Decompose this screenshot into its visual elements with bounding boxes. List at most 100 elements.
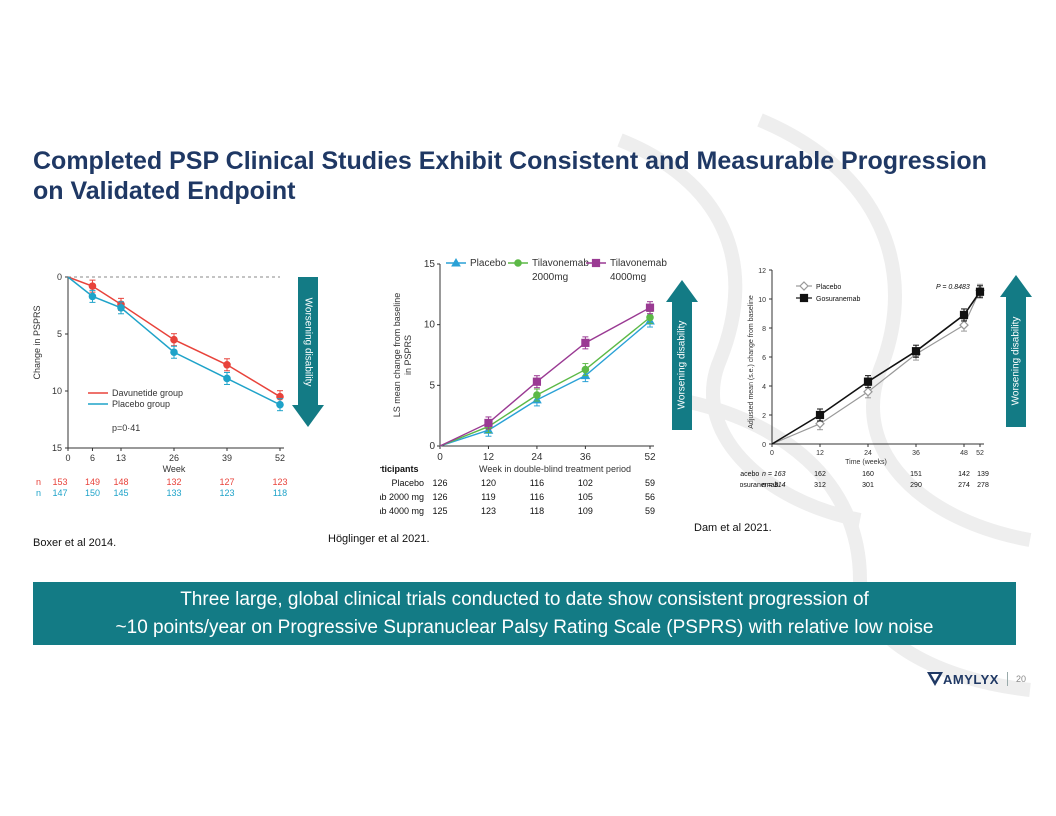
legend-label: Placebo [470, 258, 507, 269]
y-tick-label: 12 [758, 268, 766, 275]
background-ornament [617, 113, 1032, 697]
data-point [975, 287, 985, 296]
data-point [959, 320, 969, 330]
legend-marker [514, 259, 522, 267]
data-point [645, 303, 655, 312]
participants-value: 119 [481, 492, 495, 502]
data-point [484, 418, 493, 428]
series-line-0 [771, 290, 981, 445]
x-tick-label: 36 [580, 452, 592, 463]
series-line-0 [67, 276, 281, 398]
arrow-head-icon [292, 405, 324, 427]
legend-marker [451, 257, 461, 267]
participants-value: 116 [530, 478, 544, 488]
participants-value: 59 [645, 478, 655, 488]
data-point [117, 303, 125, 312]
data-point [815, 418, 825, 429]
arrow-shaft [298, 277, 318, 407]
series-line-0 [439, 320, 651, 447]
x-tick-label: 6 [90, 453, 95, 463]
n-value: 312 [814, 482, 826, 489]
data-point [223, 360, 231, 369]
n-value: 142 [958, 471, 970, 478]
x-tick-label: 26 [169, 453, 179, 463]
amylyx-logo-icon [927, 672, 943, 686]
n-value: 150 [85, 488, 100, 498]
n-value: 139 [977, 471, 989, 478]
legend-label-line2: 2000mg [532, 272, 568, 283]
chart-boxer: 0 5 10 15 0 6 13 26 39 52 Week Change in PSPRS Davun… [30, 265, 330, 513]
data-point [581, 365, 590, 374]
y-tick-label: 0 [57, 272, 62, 282]
participants-value: 56 [645, 492, 655, 502]
n-value: 118 [273, 488, 287, 498]
participants-value: 59 [645, 506, 655, 516]
legend-label: Placebo [816, 284, 841, 291]
y-axis-label: LS mean change from baseline [392, 293, 402, 418]
y-tick-label: 15 [52, 443, 62, 453]
x-tick-label: 52 [275, 453, 285, 463]
x-tick-label: 0 [437, 452, 443, 463]
y-tick-label: 6 [762, 355, 766, 362]
participants-group: Placebo [391, 478, 424, 488]
legend-label: Tilavonemab [532, 258, 589, 269]
worsening-arrow-up-3: Worsening disability [1000, 275, 1032, 427]
x-axis-label: Week in double-blind treatment period [479, 464, 631, 474]
y-tick-label: 10 [52, 386, 62, 396]
n-value: 145 [113, 488, 128, 498]
data-point [959, 310, 969, 320]
n-value: 148 [113, 477, 128, 487]
legend-label: Davunetide group [112, 388, 183, 398]
p-value-annotation: P = 0.8483 [936, 284, 970, 291]
participants-value: 116 [530, 492, 544, 502]
x-tick-label: 48 [960, 450, 968, 457]
chart-hoglinger-svg: 0 5 10 15 0 12 24 36 52 Week in double-blind trea… [380, 257, 667, 516]
arrow-head-icon [1000, 275, 1032, 297]
page-title: Completed PSP Clinical Studies Exhibit C… [33, 147, 987, 205]
series-line-1 [771, 291, 981, 445]
y-tick-label: 8 [762, 326, 766, 333]
n-value: 278 [977, 482, 989, 489]
x-tick-label: 0 [65, 453, 70, 463]
data-point [911, 347, 921, 356]
caption-boxer: Boxer et al 2014. [33, 537, 117, 549]
n-value: 123 [219, 488, 234, 498]
x-tick-label: 24 [864, 450, 872, 457]
y-tick-label: 0 [429, 441, 435, 452]
x-tick-label: 13 [116, 453, 126, 463]
caption-dam: Dam et al 2021. [694, 522, 772, 534]
n-label: n = 163 [762, 471, 786, 478]
participants-group: Tilavonemab 4000 mg [380, 506, 424, 516]
n-value: 132 [166, 477, 181, 487]
chart-hoglinger: 0 5 10 15 0 12 24 36 52 Week in double-blind trea… [380, 250, 670, 520]
x-tick-label: 12 [816, 450, 824, 457]
y-tick-label: 5 [429, 380, 435, 391]
y-tick-label: 5 [57, 329, 62, 339]
legend-label: Placebo group [112, 399, 170, 409]
worsening-arrow-down: Worsening disability [292, 277, 324, 429]
y-tick-label: 4 [762, 384, 766, 391]
data-point [863, 377, 873, 386]
participants-value: 120 [481, 478, 496, 488]
data-point [276, 400, 284, 409]
data-point [815, 410, 825, 420]
page-number: 20 [1015, 674, 1026, 684]
worsening-label: Worsening disability [1011, 317, 1022, 406]
worsening-arrow-up-2: Worsening disability [666, 280, 698, 430]
data-point [223, 374, 231, 383]
x-tick-label: 0 [770, 450, 774, 457]
x-tick-label: 36 [912, 450, 920, 457]
n-value: 151 [910, 471, 922, 478]
n-value: 301 [862, 482, 874, 489]
participants-group: Tilavonemab 2000 mg [380, 492, 424, 502]
x-tick-label: 52 [976, 450, 984, 457]
chart-dam: 0 2 4 6 8 10 12 0 12 24 36 48 52 Time (weeks) Adjusted… [740, 260, 1002, 495]
series-line-2 [439, 307, 651, 447]
n-value: 160 [862, 471, 874, 478]
y-axis-label: Adjusted mean (s.e.) change from baselin… [748, 295, 755, 429]
arrow-head-icon [666, 280, 698, 302]
legend-marker [591, 258, 601, 268]
y-axis-label: Change in PSPRS [32, 305, 42, 379]
